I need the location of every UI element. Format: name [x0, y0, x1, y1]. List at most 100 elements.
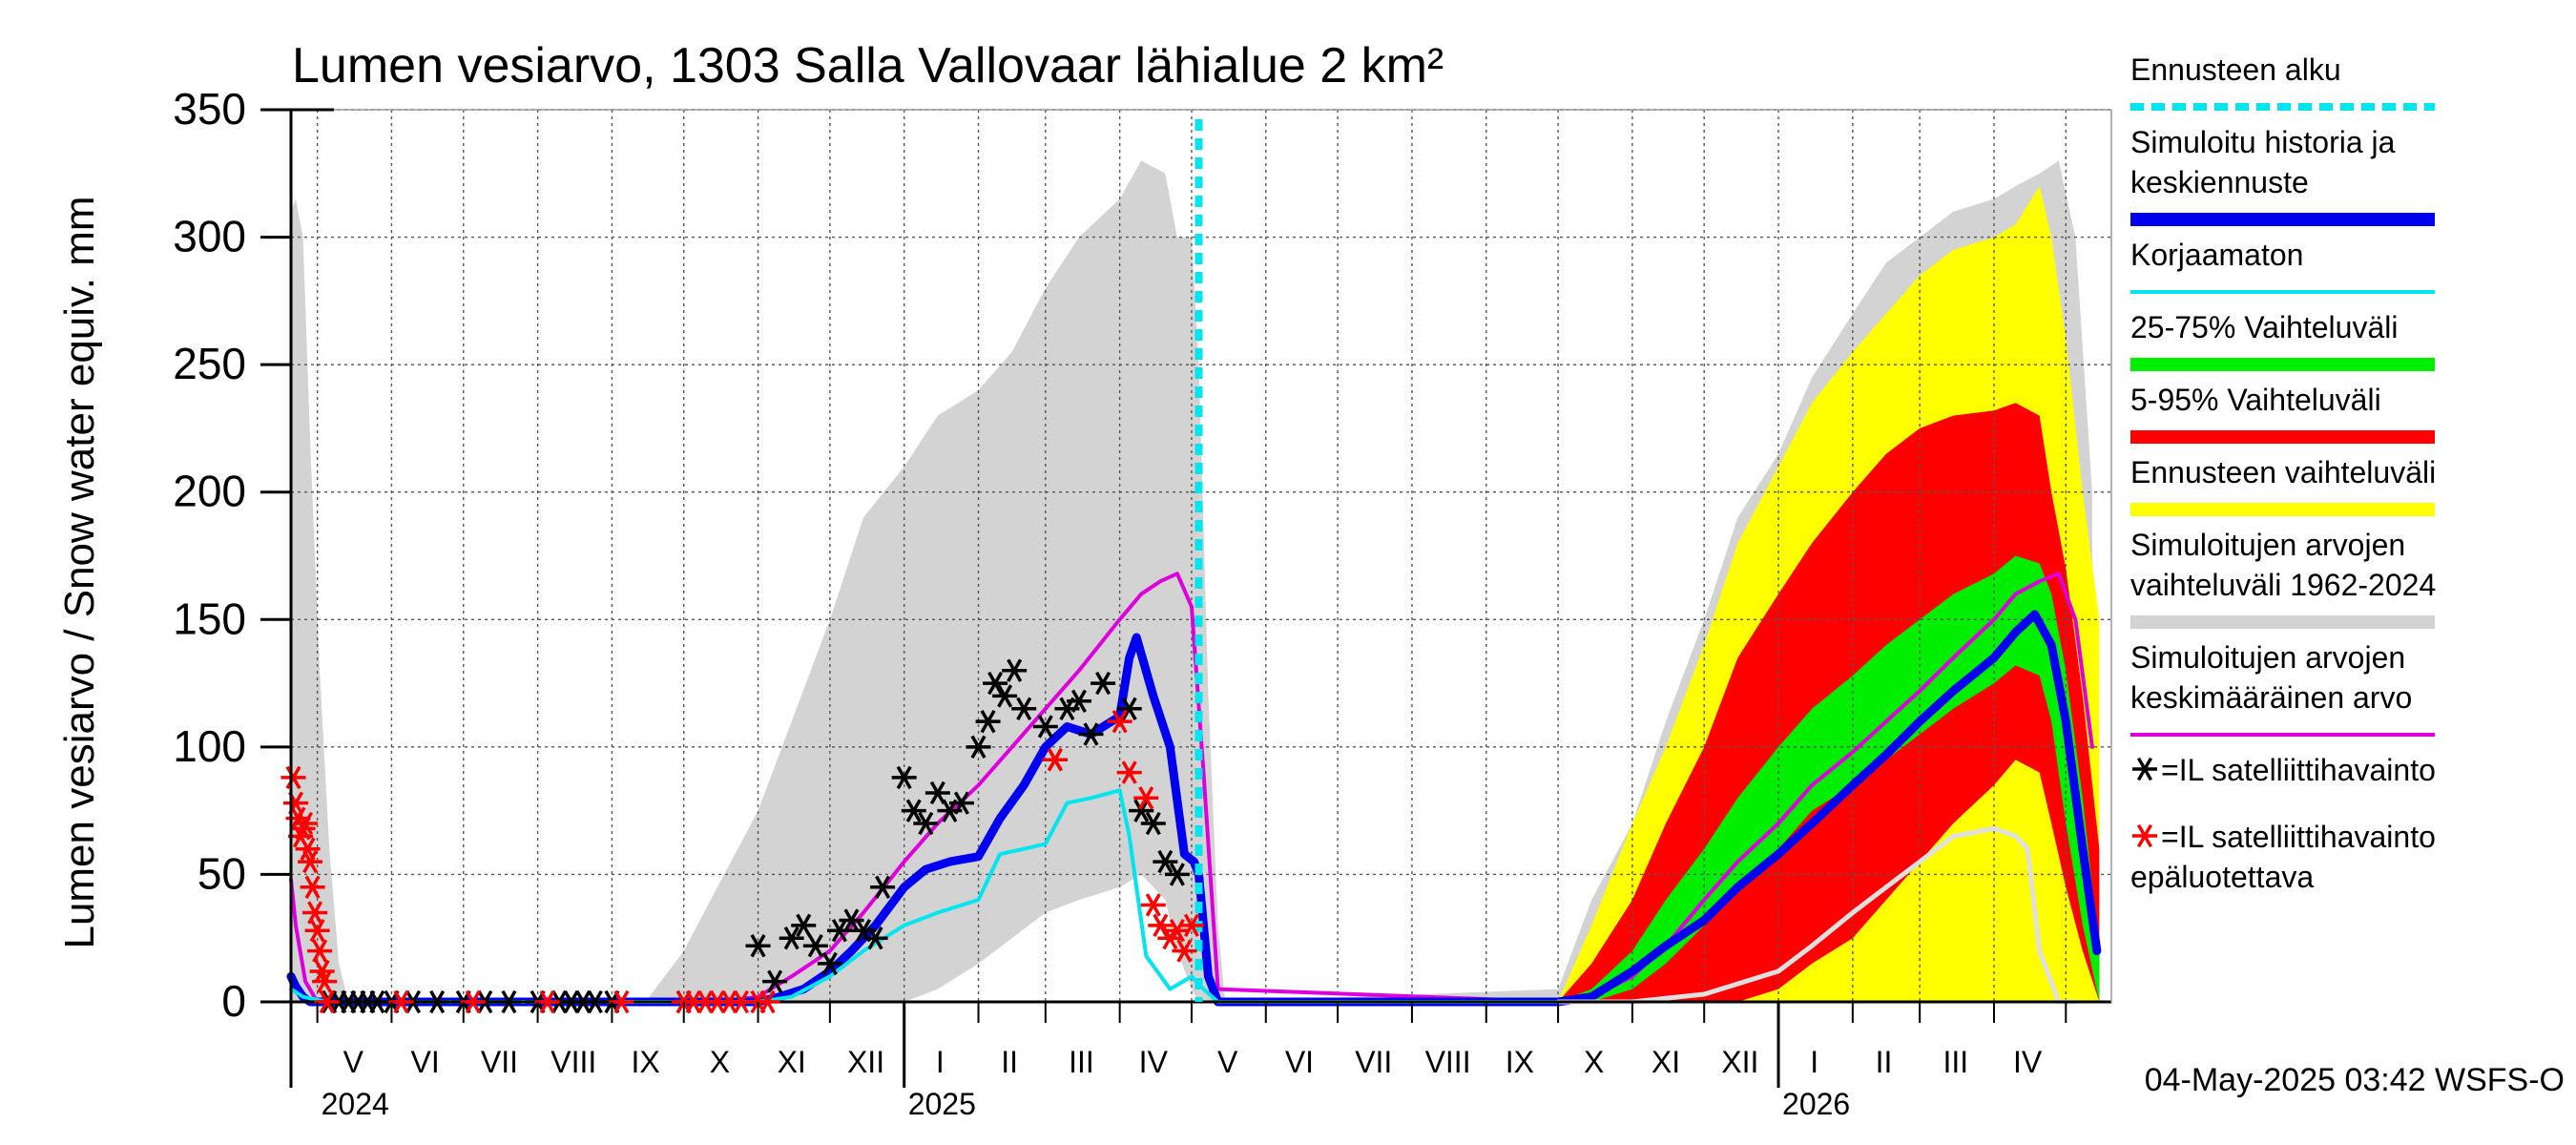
marker-il-satelliittihavainto — [791, 913, 817, 938]
y-tick-label: 0 — [221, 976, 246, 1026]
star-stroke — [1183, 913, 1199, 938]
x-month-label: III — [1942, 1045, 1968, 1079]
star-stroke — [1121, 760, 1137, 784]
star-stroke — [821, 951, 838, 976]
legend-item-5-95-vaihteluv-li: 5-95% Vaihteluväli — [2130, 383, 2435, 444]
marker-il-satelliittihavainto — [913, 811, 939, 836]
x-month-label: IV — [1139, 1045, 1169, 1079]
marker-il-satelliittihavainto — [1091, 671, 1116, 696]
x-year-label: 2024 — [322, 1087, 389, 1121]
star-stroke — [1145, 893, 1161, 917]
legend: Ennusteen alku Simuloitu historia ja keski… — [2130, 52, 2436, 894]
marker-il-satelliittihavainto — [966, 735, 991, 760]
line-simuloitujen-arvojen-keskim-r-inen-arvo — [289, 572, 2094, 1004]
marker-il-satelliittihavainto — [1078, 722, 1104, 746]
star-stroke — [831, 919, 847, 943]
marker-il-satelliittihavainto-ep-luotettava — [1178, 913, 1204, 938]
marker-il-satelliittihavainto-ep-luotettava — [1133, 786, 1159, 810]
legend-item-ennusteen-vaihteluv-li: Ennusteen vaihteluväli — [2130, 455, 2436, 516]
star-stroke — [319, 989, 335, 1014]
legend-label: epäluotettava — [2130, 860, 2314, 894]
marker-il-satelliittihavainto-ep-luotettava — [312, 969, 338, 993]
marker-il-satelliittihavainto-ep-luotettava — [1116, 760, 1142, 784]
marker-il-satelliittihavainto — [1066, 689, 1091, 713]
legend-item-simuloitu-historia-ja-keskiennuste: Simuloitu historia ja keskiennuste — [2130, 125, 2435, 226]
x-month-label: II — [1876, 1045, 1893, 1079]
marker-il-satelliittihavainto — [745, 934, 771, 958]
marker-il-satelliittihavainto — [1129, 799, 1154, 822]
marker-il-satelliittihavainto — [1002, 658, 1028, 682]
star-stroke — [1157, 849, 1174, 874]
marker-il-satelliittihavainto-ep-luotettava — [314, 989, 340, 1014]
star-stroke — [875, 875, 891, 899]
star-stroke — [317, 969, 333, 993]
star-stroke — [905, 799, 922, 822]
star-stroke — [796, 913, 812, 938]
legend-item-simuloitujen-arvojen-vaihteluv-li-1962-2024: Simuloitujen arvojen vaihteluväli 1962-20… — [2130, 528, 2436, 629]
star-stroke — [587, 989, 603, 1014]
x-month-label: V — [343, 1045, 364, 1079]
legend-label: 5-95% Vaihteluväli — [2130, 383, 2381, 417]
marker-il-satelliittihavainto — [1116, 697, 1142, 720]
star-stroke — [300, 837, 316, 861]
star-stroke — [393, 989, 409, 1014]
marker-il-satelliittihavainto-ep-luotettava — [1164, 919, 1190, 943]
star-stroke — [1145, 811, 1161, 836]
star-stroke — [298, 811, 314, 836]
star-stroke — [1169, 919, 1185, 943]
star-stroke — [807, 934, 823, 958]
marker-il-satelliittihavainto — [975, 709, 1001, 734]
x-month-label: X — [710, 1045, 730, 1079]
y-tick-label: 300 — [173, 212, 246, 261]
star-stroke — [285, 765, 301, 790]
x-month-label: XI — [1652, 1045, 1680, 1079]
marker-il-satelliittihavainto — [1011, 697, 1037, 720]
marker-il-satelliittihavainto-ep-luotettava — [304, 919, 330, 943]
x-month-label: IV — [2013, 1045, 2043, 1079]
marker-il-satelliittihavainto-ep-luotettava — [300, 875, 325, 899]
marker-il-satelliittihavainto — [826, 919, 852, 943]
legend-label: =IL satelliittihavainto — [2161, 753, 2436, 787]
legend-label: Korjaamaton — [2130, 238, 2303, 272]
star-stroke — [1176, 939, 1193, 963]
marker-il-satelliittihavainto — [862, 926, 888, 950]
star-stroke — [307, 901, 323, 925]
star-stroke — [843, 908, 860, 932]
x-month-label: XI — [778, 1045, 806, 1079]
line-korjaamaton — [289, 788, 1561, 1004]
marker-il-satelliittihavainto — [891, 765, 917, 790]
band-25-75-vaihteluv-li — [1558, 555, 2100, 1002]
marker-il-satelliittihavainto — [1032, 715, 1058, 739]
marker-il-satelliittihavainto — [496, 989, 522, 1014]
x-month-label: VIII — [1425, 1045, 1471, 1079]
band-simuloitujen-arvojen-vaihteluv-li-1962-2024 — [291, 160, 2092, 1002]
marker-il-satelliittihavainto-ep-luotettava — [293, 811, 319, 836]
star-stroke — [304, 875, 321, 899]
star-stroke — [1047, 748, 1063, 772]
star-stroke — [1095, 671, 1111, 696]
marker-il-satelliittihavainto-ep-luotettava — [1172, 939, 1197, 963]
x-month-label: IX — [1506, 1045, 1534, 1079]
star-stroke — [1138, 786, 1154, 810]
star-stroke — [2136, 757, 2153, 781]
marker-il-satelliittihavainto-ep-luotettava — [1042, 748, 1068, 772]
marker-il-satelliittihavainto-ep-luotettava — [1140, 893, 1166, 917]
star-stroke — [1007, 658, 1023, 682]
marker-il-satelliittihavainto — [779, 926, 804, 950]
marker-il-satelliittihavainto — [762, 969, 788, 993]
marker-il-satelliittihavainto — [870, 875, 896, 899]
y-tick-label: 100 — [173, 721, 246, 771]
legend-item-ennusteen-alku: Ennusteen alku — [2130, 52, 2435, 111]
marker-il-satelliittihavainto — [817, 951, 842, 976]
star-stroke — [929, 781, 945, 805]
legend-item-il-satelliittihavainto: =IL satelliittihavainto — [2132, 753, 2436, 787]
star-stroke — [539, 989, 555, 1014]
legend-item-il-satelliittihavainto-ep-luotettava: =IL satelliittihavainto epäluotettava — [2130, 820, 2436, 894]
star-stroke — [1016, 697, 1032, 720]
star-stroke — [302, 849, 319, 874]
x-month-label: V — [1217, 1045, 1238, 1079]
legend-label: =IL satelliittihavainto — [2161, 820, 2436, 854]
star-stroke — [783, 926, 800, 950]
